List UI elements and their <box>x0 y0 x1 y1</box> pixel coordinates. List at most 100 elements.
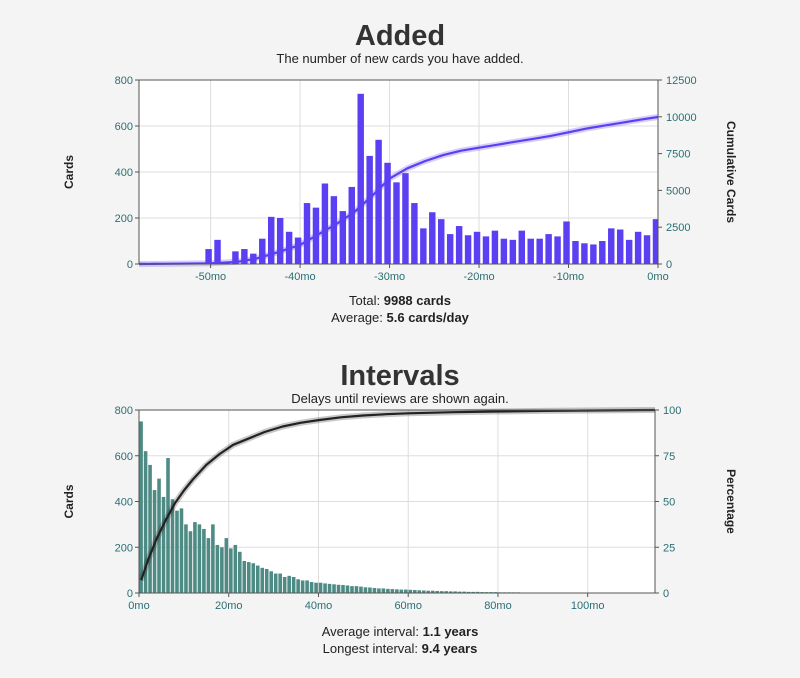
intervals-bar <box>251 563 256 593</box>
intervals-bar <box>413 590 417 593</box>
added-bar <box>268 216 275 264</box>
intervals-cumulative-line <box>140 408 656 581</box>
intervals-y2tick-label: 25 <box>663 542 675 554</box>
intervals-summary: Average interval: 1.1 years Longest inte… <box>0 623 800 657</box>
intervals-subtitle: Delays until reviews are shown again. <box>291 391 509 406</box>
intervals-bar <box>399 589 404 593</box>
added-bar <box>214 239 221 264</box>
intervals-bar <box>260 567 265 593</box>
added-y2tick-label: 5000 <box>666 185 690 197</box>
added-bar <box>259 238 266 264</box>
intervals-bar <box>444 591 448 593</box>
added-bar <box>402 173 409 264</box>
added-bar <box>599 241 606 264</box>
intervals-bar <box>359 586 363 593</box>
added-bar <box>581 243 588 264</box>
intervals-bar <box>368 587 372 593</box>
added-chart: 0 200 400 600 800 0 2500 5000 7500 10000 12500 -50m… <box>62 75 738 283</box>
added-bar <box>303 203 311 264</box>
intervals-bar <box>466 591 471 593</box>
added-bar <box>509 239 517 264</box>
intervals-xtick-label: 100mo <box>571 600 605 612</box>
added-average-value: 5.6 cards/day <box>386 310 469 325</box>
intervals-bar <box>264 568 269 593</box>
intervals-bar <box>421 590 426 593</box>
added-bar <box>321 183 329 264</box>
intervals-bar <box>278 573 282 593</box>
intervals-y2label: Percentage <box>724 469 738 534</box>
intervals-y2tick-label: 100 <box>663 405 681 417</box>
added-xtick-label: -30mo <box>374 271 405 283</box>
intervals-bar <box>332 584 336 593</box>
intervals-bar <box>211 524 215 593</box>
intervals-xtick-label: 0mo <box>128 600 149 612</box>
added-bar <box>438 219 445 264</box>
added-bar <box>420 228 427 264</box>
intervals-bar <box>197 524 202 593</box>
added-bar <box>455 226 463 264</box>
added-bar <box>393 182 400 264</box>
intervals-title: Intervals <box>340 360 460 392</box>
added-ytick-label: 200 <box>115 213 133 225</box>
added-bar <box>375 139 382 264</box>
intervals-bar <box>242 560 247 593</box>
added-title: Added <box>354 20 446 52</box>
intervals-xtick-label: 20mo <box>215 600 243 612</box>
added-ytick-label: 600 <box>115 121 133 133</box>
added-bar <box>545 234 552 264</box>
added-ylabel: Cards <box>62 155 76 189</box>
intervals-bar <box>255 565 260 593</box>
intervals-bar <box>309 582 314 593</box>
intervals-ytick-label: 800 <box>115 405 133 417</box>
intervals-longest-label: Longest interval: <box>322 641 419 656</box>
intervals-ytick-label: 600 <box>115 451 133 463</box>
intervals-bar <box>408 589 413 593</box>
intervals-bar <box>426 590 431 593</box>
intervals-y2tick-label: 75 <box>663 451 675 463</box>
added-bar <box>411 203 418 264</box>
added-xtick-label: -10mo <box>553 271 584 283</box>
intervals-bar <box>148 464 152 593</box>
intervals-bar <box>166 458 170 593</box>
intervals-bar <box>229 548 233 593</box>
intervals-bar <box>395 589 399 593</box>
added-bar <box>608 228 615 264</box>
added-y2tick-label: 7500 <box>666 149 690 161</box>
intervals-bar <box>184 524 188 593</box>
intervals-bar <box>354 586 359 593</box>
intervals-bar <box>305 580 309 593</box>
intervals-bar <box>372 587 377 593</box>
added-cumulative-line <box>138 115 659 266</box>
intervals-ytick-label: 200 <box>115 542 133 554</box>
intervals-longest-value: 9.4 years <box>421 641 478 656</box>
intervals-bar <box>206 538 211 593</box>
added-bar <box>482 236 490 264</box>
added-subtitle: The number of new cards you have added. <box>276 51 524 66</box>
intervals-average-label: Average interval: <box>321 624 420 639</box>
added-total: Total: 9988 cards <box>0 292 800 309</box>
added-xtick-label: -40mo <box>284 271 315 283</box>
intervals-bar <box>462 591 466 593</box>
added-bar <box>241 249 248 264</box>
intervals-bar <box>448 591 453 593</box>
intervals-bar <box>475 591 480 593</box>
added-bar <box>616 229 624 264</box>
intervals-bar <box>179 508 184 593</box>
added-xtick-label: -50mo <box>195 271 226 283</box>
intervals-bar <box>143 451 148 593</box>
added-total-value: 9988 cards <box>383 293 451 308</box>
intervals-xtick-label: 60mo <box>394 600 422 612</box>
added-y2label: Cumulative Cards <box>724 121 738 223</box>
intervals-bar <box>377 588 381 593</box>
intervals-bar <box>139 421 143 593</box>
added-ytick-label: 400 <box>115 167 133 179</box>
added-bar <box>464 235 472 264</box>
added-bar <box>500 238 508 264</box>
intervals-bar <box>390 589 395 593</box>
intervals-bar <box>327 583 332 593</box>
intervals-bar <box>430 590 435 593</box>
intervals-ylabel: Cards <box>62 484 76 518</box>
intervals-bar <box>350 586 354 593</box>
added-summary: Total: 9988 cards Average: 5.6 cards/day <box>0 292 800 326</box>
intervals-bar <box>417 590 422 593</box>
